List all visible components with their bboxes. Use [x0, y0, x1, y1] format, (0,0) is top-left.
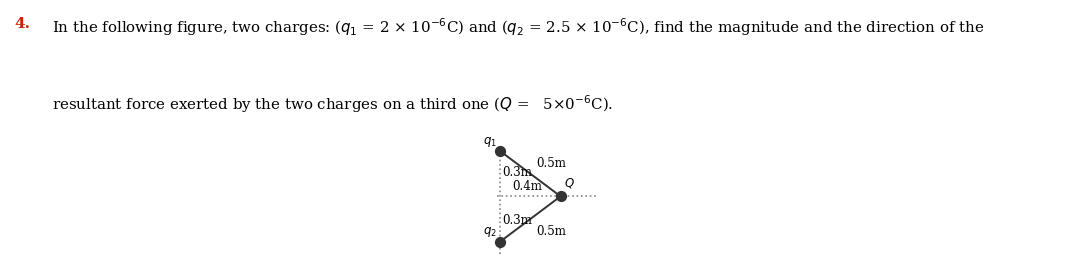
Point: [491, 149, 509, 153]
Text: 0.5m: 0.5m: [537, 157, 566, 170]
Text: 4.: 4.: [14, 16, 30, 31]
Text: 0.3m: 0.3m: [502, 214, 532, 227]
Text: $q_1$: $q_1$: [483, 135, 497, 149]
Text: $q_2$: $q_2$: [483, 226, 497, 240]
Text: 0.5m: 0.5m: [537, 225, 566, 238]
Text: 0.3m: 0.3m: [502, 166, 532, 179]
Text: $Q$: $Q$: [565, 175, 575, 189]
Text: In the following figure, two charges: ($q_1$ = 2 × 10$^{-6}$C) and ($q_2$ = 2.5 : In the following figure, two charges: ($…: [52, 16, 984, 38]
Point: [552, 194, 569, 199]
Text: 0.4m: 0.4m: [512, 180, 542, 192]
Text: resultant force exerted by the two charges on a third one ($Q$ =   5×0$^{-6}$C).: resultant force exerted by the two charg…: [52, 94, 613, 115]
Point: [491, 240, 509, 244]
